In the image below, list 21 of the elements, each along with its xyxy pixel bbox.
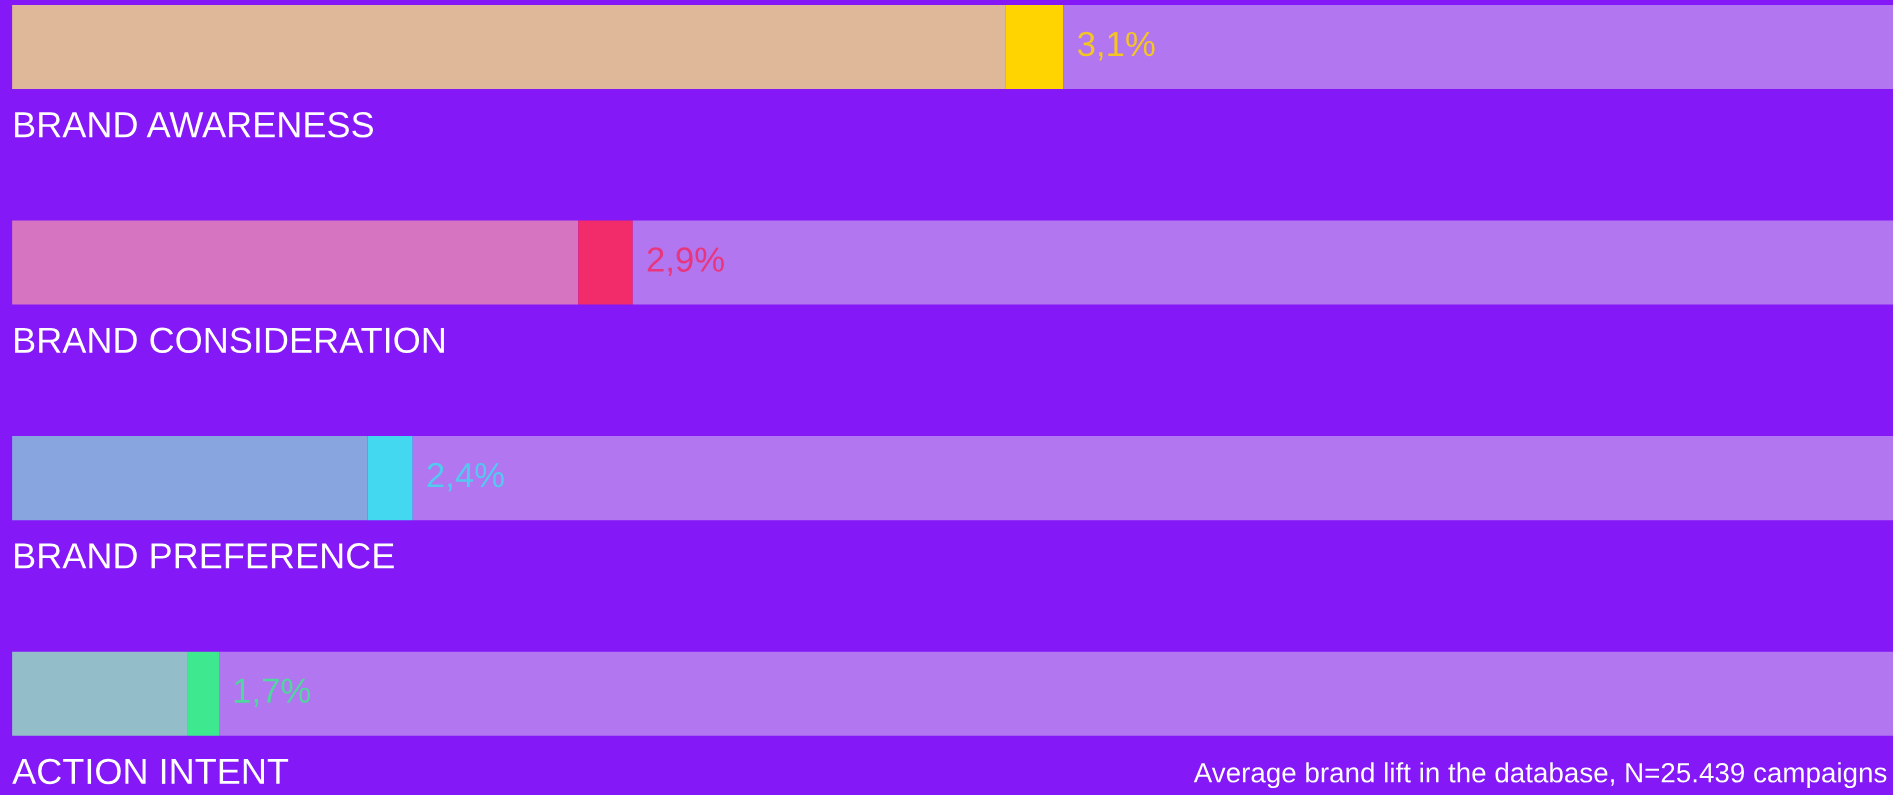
bar [578, 220, 633, 305]
annotation: Average brand lift in the database, N=25.439 campaigns [1193, 762, 1887, 789]
y-tick-label: BRAND CONSIDERATION [15, 327, 444, 354]
bar [12, 651, 188, 736]
bar [12, 436, 368, 521]
bar [1005, 4, 1064, 90]
bar [187, 651, 220, 736]
bar [12, 220, 579, 305]
bar [412, 436, 1893, 521]
bar [632, 220, 1893, 305]
y-tick-label: ACTION INTENT [12, 758, 289, 785]
data-label: 1,7% [234, 678, 311, 708]
y-tick-label: BRAND PREFERENCE [15, 543, 394, 569]
y-tick-label: BRAND AWARENESS [15, 111, 373, 138]
bar [219, 651, 1893, 736]
data-label: 2,4% [427, 462, 504, 492]
data-label: 2,9% [647, 247, 724, 276]
data-label: 3,1% [1078, 31, 1155, 61]
bar [12, 4, 1006, 90]
bar [367, 436, 413, 521]
bar [1063, 4, 1893, 90]
